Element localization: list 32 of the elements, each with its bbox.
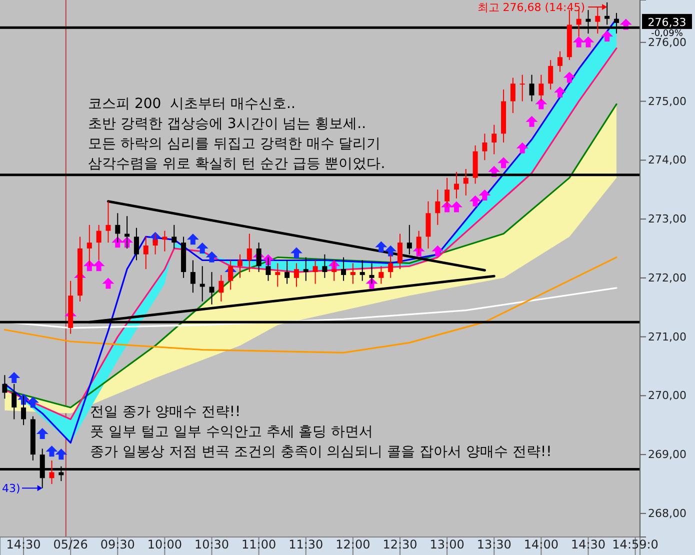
x-tick-label: 05/26: [53, 538, 88, 552]
x-tick-label: 10:30: [194, 538, 230, 552]
x-tick-label: 14:30: [6, 538, 41, 552]
annotation: 전일 종가 양매수 전략!!: [90, 404, 241, 420]
annotation: 최고 276,68 (14:45): [477, 1, 586, 14]
x-tick-label: 14:30: [570, 538, 606, 552]
annotation: 풋 일부 털고 일부 수익안고 추세 홀딩 하면서: [90, 424, 374, 440]
annotation: 삼각수렴을 위로 확실히 턴 순간 급등 뿐이었다.: [88, 156, 386, 172]
x-tick-label: 12:00: [336, 538, 370, 552]
annotation: 모든 하락의 심리를 뒤집고 강력한 매수 달리기: [88, 136, 381, 152]
y-tick-label: 274,00: [648, 154, 686, 167]
annotation: 43): [2, 482, 20, 496]
x-tick-label: 12:30: [382, 538, 418, 552]
y-tick-label: 275,00: [648, 94, 686, 108]
y-tick-label: 273,00: [648, 212, 686, 226]
x-tick-label: 13:30: [476, 538, 512, 552]
x-tick-label: 14:00: [524, 538, 558, 552]
x-tick-label: 11:00: [242, 538, 276, 552]
annotation: 종가 일봉상 저점 변곡 조건의 충족이 의심되니 콜을 잡아서 양매수 전략!!: [90, 444, 552, 460]
text: 276,33: [648, 16, 686, 29]
y-tick-label: 269,00: [648, 448, 686, 462]
x-tick-label: 09:30: [100, 538, 135, 552]
annotation: 코스피 200 시초부터 매수신호..: [88, 96, 296, 112]
y-tick-label: 270,00: [648, 389, 686, 402]
y-tick-label: 272,00: [648, 271, 686, 284]
x-tick-label: 10:00: [147, 538, 182, 552]
annotation: 초반 강력한 갭상승에 3시간이 넘는 횡보세..: [88, 116, 366, 132]
x-tick-label: 11:30: [288, 538, 324, 552]
y-tick-label: 268,00: [648, 506, 686, 520]
x-tick-label: 14:59:0: [612, 538, 658, 552]
x-tick-label: 13:00: [430, 538, 464, 552]
y-tick-label: 271,00: [648, 330, 686, 344]
